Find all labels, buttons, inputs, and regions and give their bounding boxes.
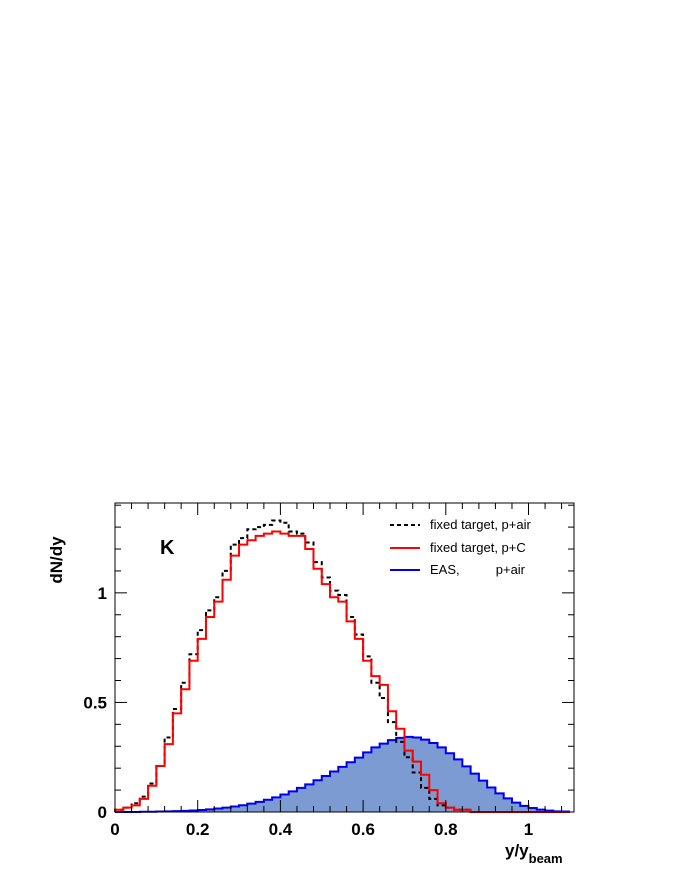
legend-entry-red: fixed target, p+C bbox=[390, 540, 526, 555]
x-tick-label: 0.8 bbox=[434, 820, 458, 839]
y-tick-label: 1 bbox=[98, 584, 107, 603]
legend-label-eas: EAS, p+air bbox=[430, 562, 526, 577]
legend: fixed target, p+air fixed target, p+C EA… bbox=[390, 517, 531, 577]
x-axis-title-main: y/y bbox=[505, 841, 529, 860]
x-axis-title-subscript: beam bbox=[529, 851, 563, 866]
x-tick-label: 0 bbox=[110, 820, 119, 839]
x-axis-title: y/ybeam bbox=[505, 841, 563, 866]
x-tick-label: 0.6 bbox=[351, 820, 375, 839]
series-eas-fill bbox=[115, 737, 570, 812]
legend-entry-dashed: fixed target, p+air bbox=[390, 517, 531, 532]
y-tick-label: 0 bbox=[98, 803, 107, 822]
x-tick-label: 0.4 bbox=[269, 820, 293, 839]
y-axis-title: dN/dy bbox=[47, 536, 66, 584]
x-tick-label: 0.2 bbox=[186, 820, 210, 839]
particle-label: K bbox=[160, 537, 175, 559]
legend-entry-eas: EAS, p+air bbox=[390, 562, 526, 577]
legend-label-dashed: fixed target, p+air bbox=[430, 517, 531, 532]
legend-label-red: fixed target, p+C bbox=[430, 540, 526, 555]
x-tick-label: 1 bbox=[524, 820, 533, 839]
y-tick-label: 0.5 bbox=[83, 693, 107, 712]
